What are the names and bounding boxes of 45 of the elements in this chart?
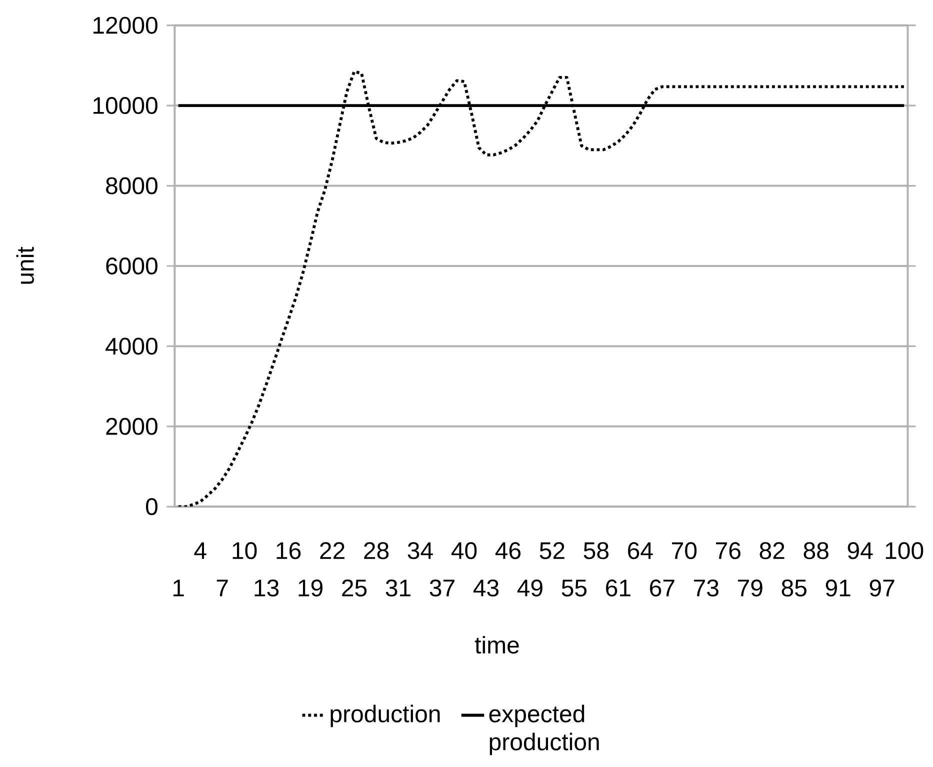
y-tick-label: 8000 — [106, 177, 158, 194]
x-tick-label: 97 — [870, 579, 894, 596]
x-tick-label: 7 — [216, 580, 228, 596]
x-tick-label: 37 — [430, 579, 454, 596]
x-tick-label: 52 — [540, 542, 564, 560]
x-tick-label: 94 — [848, 542, 873, 560]
y-tick-label: 2000 — [106, 418, 158, 435]
legend-label: production — [330, 704, 440, 728]
x-tick-label: 4 — [194, 542, 206, 559]
x-tick-label: 55 — [562, 580, 587, 596]
x-tick-label: 91 — [826, 579, 850, 596]
x-tick-label: 76 — [716, 542, 740, 560]
x-tick-label: 25 — [342, 579, 367, 596]
y-tick-label: 12000 — [93, 16, 158, 34]
x-tick-label: 40 — [451, 542, 477, 560]
x-tick-label: 85 — [782, 579, 806, 596]
x-tick-label: 46 — [495, 542, 521, 560]
x-tick-label: 100 — [886, 542, 924, 560]
y-tick-label: 4000 — [106, 338, 158, 355]
x-tick-label: 22 — [320, 542, 344, 559]
x-tick-label: 64 — [628, 542, 653, 560]
y-tick-label: 10000 — [93, 97, 158, 114]
x-axis-title: time — [474, 636, 519, 654]
x-tick-label: 28 — [364, 542, 389, 560]
x-tick-label: 73 — [694, 579, 718, 596]
x-tick-label: 49 — [517, 579, 542, 596]
x-tick-label: 10 — [232, 542, 257, 560]
x-tick-label: 79 — [738, 579, 762, 596]
x-tick-label: 16 — [276, 542, 301, 560]
legend-label: expected production — [489, 704, 599, 756]
x-tick-label: 34 — [408, 542, 433, 560]
y-axis-title: unit — [16, 246, 34, 284]
x-tick-label: 70 — [672, 542, 697, 560]
x-tick-label: 58 — [584, 542, 608, 560]
y-tick-label: 6000 — [106, 257, 158, 274]
x-tick-label: 61 — [606, 579, 630, 596]
x-tick-label: 1 — [173, 580, 184, 596]
y-tick-label: 0 — [146, 498, 158, 516]
x-tick-label: 88 — [804, 542, 828, 560]
x-tick-label: 43 — [473, 579, 499, 596]
x-tick-label: 82 — [760, 542, 784, 560]
x-tick-label: 19 — [298, 579, 322, 596]
x-tick-label: 31 — [386, 579, 410, 596]
x-tick-label: 67 — [650, 579, 674, 596]
x-tick-label: 13 — [254, 579, 279, 596]
